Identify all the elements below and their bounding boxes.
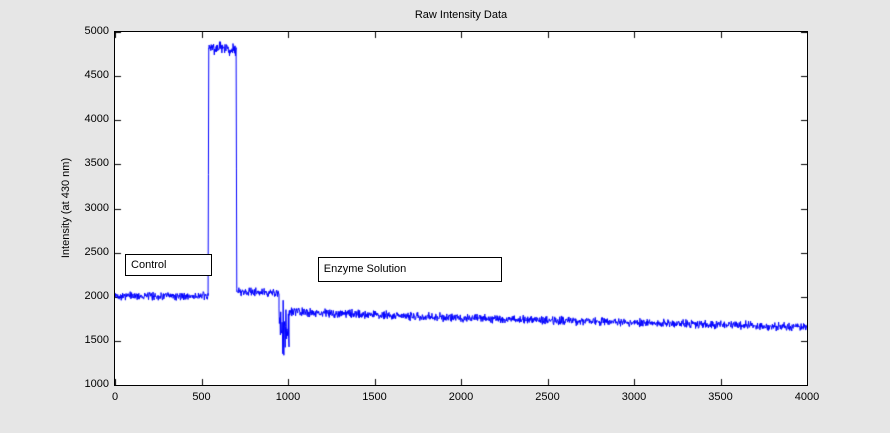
x-tick-label: 1500 (362, 391, 387, 403)
x-tick-label: 3000 (621, 391, 647, 403)
y-tick-label: 1500 (84, 333, 109, 346)
chart-title: Raw Intensity Data (414, 9, 508, 21)
y-tick-label: 2500 (84, 245, 109, 258)
y-tick-label: 1000 (84, 378, 109, 390)
y-tick-label: 4500 (84, 69, 109, 82)
y-tick-label: 2000 (84, 289, 109, 302)
y-tick-label: 3500 (84, 157, 109, 170)
y-tick-label: 5000 (84, 25, 109, 37)
y-tick-label: 4000 (84, 113, 109, 126)
x-tick-label: 2500 (535, 391, 560, 403)
x-tick-label: 1000 (275, 391, 301, 403)
x-tick-label: 500 (192, 391, 211, 403)
x-tick-label: 4000 (794, 391, 820, 403)
y-tick-label: 3000 (84, 201, 109, 214)
signal-canvas (115, 32, 807, 385)
x-tick-label: 3500 (708, 391, 733, 403)
x-tick-label: 2000 (448, 391, 474, 403)
annotation-enzyme-solution: Enzyme Solution (317, 257, 502, 282)
plot-area (114, 31, 808, 386)
annotation-control: Control (125, 253, 213, 276)
x-tick-label: 0 (111, 391, 119, 403)
